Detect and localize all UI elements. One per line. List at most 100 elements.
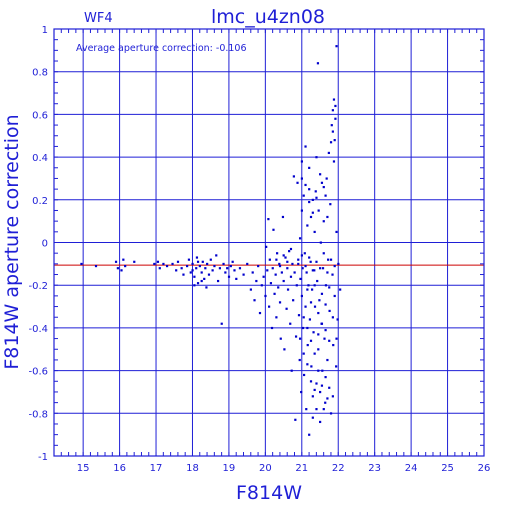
data-point <box>335 365 338 368</box>
data-point <box>260 284 263 287</box>
average-annotation: Average aperture correction: -0.106 <box>76 43 247 54</box>
data-point <box>275 316 278 319</box>
data-point <box>171 262 174 266</box>
y-tick-label: -0.6 <box>28 367 48 378</box>
data-point <box>191 262 194 266</box>
data-point <box>206 262 209 266</box>
data-point <box>309 339 313 342</box>
data-point <box>258 311 262 315</box>
data-point <box>308 433 311 436</box>
data-point <box>333 264 336 268</box>
data-point <box>320 384 324 387</box>
data-point <box>324 401 327 404</box>
data-point <box>300 209 303 212</box>
data-point <box>335 45 338 48</box>
data-point <box>286 288 290 291</box>
y-tick-label: -1 <box>38 452 48 463</box>
data-point <box>305 408 308 411</box>
y-tick-label: 0.8 <box>32 68 48 79</box>
data-point <box>176 260 180 263</box>
data-point <box>335 337 338 340</box>
grid-lines <box>54 29 484 456</box>
data-point <box>300 254 303 257</box>
data-point <box>120 269 123 272</box>
data-point <box>204 267 207 270</box>
data-point <box>335 230 338 234</box>
data-point <box>203 277 206 280</box>
data-point <box>311 395 314 398</box>
data-point <box>308 166 311 169</box>
data-point <box>311 269 314 272</box>
data-point <box>242 273 245 276</box>
x-axis-label: F814W <box>236 482 302 504</box>
y-tick-label: 0 <box>42 239 48 250</box>
data-point <box>226 267 229 270</box>
data-point <box>302 352 305 355</box>
data-point <box>306 363 309 366</box>
data-point <box>207 273 211 276</box>
data-point <box>326 215 329 219</box>
data-point <box>304 145 307 148</box>
data-point <box>326 397 329 400</box>
data-point <box>266 269 269 272</box>
data-point <box>264 294 267 298</box>
data-point <box>304 305 307 308</box>
y-tick-label: 1 <box>42 25 48 36</box>
data-point <box>200 279 203 283</box>
data-point <box>326 358 329 362</box>
data-point <box>286 267 289 270</box>
data-point <box>282 279 285 283</box>
axis-ticks: 15 16 17 18 19 20 21 22 23 24 25 26 -1 -0.8 -0.6 -0.4 -0… <box>28 25 490 474</box>
data-point <box>218 267 222 270</box>
data-point <box>272 228 275 231</box>
data-point <box>318 299 321 302</box>
data-point <box>211 269 214 272</box>
data-point <box>313 269 316 272</box>
data-point <box>313 284 316 287</box>
data-point <box>332 98 336 101</box>
data-point <box>262 275 265 278</box>
data-point <box>328 386 331 389</box>
data-point <box>328 339 331 342</box>
data-point <box>238 267 242 270</box>
data-point <box>328 309 331 313</box>
data-point <box>216 279 220 283</box>
data-point <box>339 288 342 291</box>
data-point <box>289 322 292 325</box>
data-point <box>315 196 318 199</box>
data-point <box>269 282 273 285</box>
data-point <box>326 271 329 274</box>
data-point <box>182 273 185 276</box>
y-tick-label: 0.2 <box>32 196 48 207</box>
data-point <box>227 275 231 278</box>
chart-title: lmc_u4zn08 <box>211 6 325 28</box>
data-point <box>257 264 260 268</box>
data-point <box>314 190 317 193</box>
data-point <box>300 294 303 298</box>
data-point <box>329 258 333 261</box>
data-point <box>196 282 200 285</box>
y-tick-label: -0.4 <box>28 324 48 335</box>
data-point <box>298 358 301 362</box>
data-point <box>303 252 306 255</box>
data-point <box>321 369 324 372</box>
data-point <box>301 267 304 270</box>
x-tick-label: 26 <box>478 463 491 474</box>
data-point <box>317 311 320 315</box>
data-point <box>293 271 296 274</box>
x-tick-label: 19 <box>223 463 236 474</box>
data-point <box>315 408 318 411</box>
data-point <box>312 331 315 334</box>
data-point <box>198 264 201 268</box>
data-point <box>319 390 322 394</box>
data-point <box>329 141 333 144</box>
data-point <box>333 139 336 142</box>
data-point <box>295 284 298 287</box>
data-point <box>265 245 268 248</box>
data-point <box>222 262 225 266</box>
x-tick-label: 25 <box>441 463 454 474</box>
data-point <box>304 264 307 268</box>
data-point <box>235 277 238 280</box>
panel-label: WF4 <box>84 11 113 26</box>
